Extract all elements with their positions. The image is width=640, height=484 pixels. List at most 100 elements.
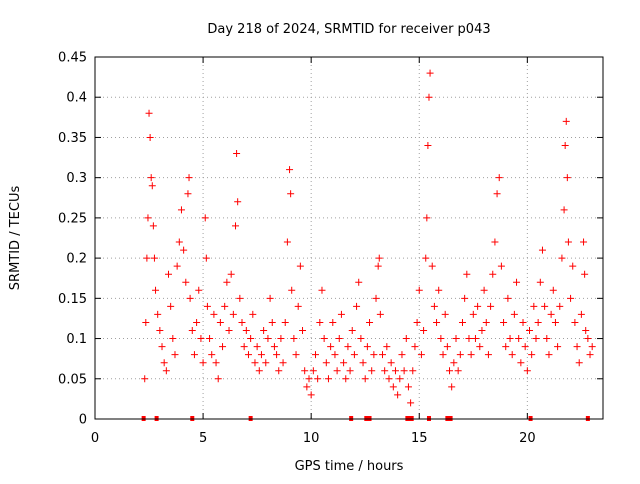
data-point [257, 351, 265, 359]
data-point [563, 174, 571, 182]
data-point [327, 343, 335, 351]
data-point [212, 359, 220, 367]
y-tick-label: 0.4 [66, 91, 87, 106]
data-point [422, 254, 430, 262]
data-point [307, 391, 315, 399]
y-tick-label: 0.05 [58, 372, 87, 387]
data-point [411, 343, 419, 351]
data-point [294, 302, 302, 310]
data-point [203, 302, 211, 310]
data-point [199, 359, 207, 367]
data-point [435, 286, 443, 294]
y-tick-label: 0.25 [58, 211, 87, 226]
data-point [333, 367, 341, 375]
data-point [227, 270, 235, 278]
data-point [292, 351, 300, 359]
data-point [454, 367, 462, 375]
data-point [188, 327, 196, 335]
data-point [517, 359, 525, 367]
data-point [251, 359, 259, 367]
x-tick-label: 10 [303, 431, 320, 446]
data-point [180, 246, 188, 254]
data-point [236, 294, 244, 302]
data-point [150, 254, 158, 262]
data-point [270, 343, 278, 351]
data-point [316, 318, 324, 326]
data-point [208, 351, 216, 359]
data-point [342, 375, 350, 383]
data-point [287, 190, 295, 198]
data-point [142, 318, 150, 326]
data-point [549, 286, 557, 294]
data-point [320, 335, 328, 343]
data-point [244, 351, 252, 359]
data-point [523, 367, 531, 375]
data-point [154, 310, 162, 318]
data-point [519, 318, 527, 326]
data-point [556, 302, 564, 310]
y-tick-label: 0.2 [66, 252, 87, 267]
data-point [195, 286, 203, 294]
data-point [515, 335, 523, 343]
data-point [361, 375, 369, 383]
data-point [238, 318, 246, 326]
data-point [175, 238, 183, 246]
data-point [580, 238, 588, 246]
data-point [500, 318, 508, 326]
data-point [232, 222, 240, 230]
data-point [471, 335, 479, 343]
data-point [277, 335, 285, 343]
data-point [417, 351, 425, 359]
data-point [152, 286, 160, 294]
data-point [296, 262, 304, 270]
data-point [575, 359, 583, 367]
y-tick-label: 0 [79, 413, 87, 428]
data-point [541, 302, 549, 310]
data-point [474, 302, 482, 310]
data-point [389, 383, 397, 391]
data-point [391, 367, 399, 375]
data-point [260, 327, 268, 335]
data-point [164, 270, 172, 278]
data-point [547, 310, 555, 318]
data-point [363, 343, 371, 351]
data-point [268, 318, 276, 326]
data-point [430, 302, 438, 310]
data-point [283, 238, 291, 246]
data-point [495, 174, 503, 182]
y-tick-label: 0.3 [66, 171, 87, 186]
data-point [290, 335, 298, 343]
data-point [210, 310, 218, 318]
data-point [532, 335, 540, 343]
data-point [171, 351, 179, 359]
data-point [353, 302, 361, 310]
data-point [561, 141, 569, 149]
data-point [186, 294, 194, 302]
data-point [465, 335, 473, 343]
y-tick-label: 0.1 [66, 332, 87, 347]
data-point [309, 367, 317, 375]
data-point [225, 327, 233, 335]
data-point [216, 318, 224, 326]
data-point [413, 318, 421, 326]
data-point [582, 327, 590, 335]
data-point [396, 375, 404, 383]
data-point [573, 343, 581, 351]
data-point [564, 238, 572, 246]
data-point [337, 310, 345, 318]
data-point [366, 318, 374, 326]
data-point [394, 391, 402, 399]
data-point [491, 238, 499, 246]
data-point [446, 367, 454, 375]
data-point [420, 327, 428, 335]
data-point [184, 190, 192, 198]
data-point [229, 310, 237, 318]
data-point [480, 286, 488, 294]
data-point [425, 93, 433, 101]
data-point [275, 367, 283, 375]
data-point [567, 294, 575, 302]
data-point [301, 367, 309, 375]
data-point [448, 383, 456, 391]
data-point [234, 198, 242, 206]
data-point [160, 359, 168, 367]
